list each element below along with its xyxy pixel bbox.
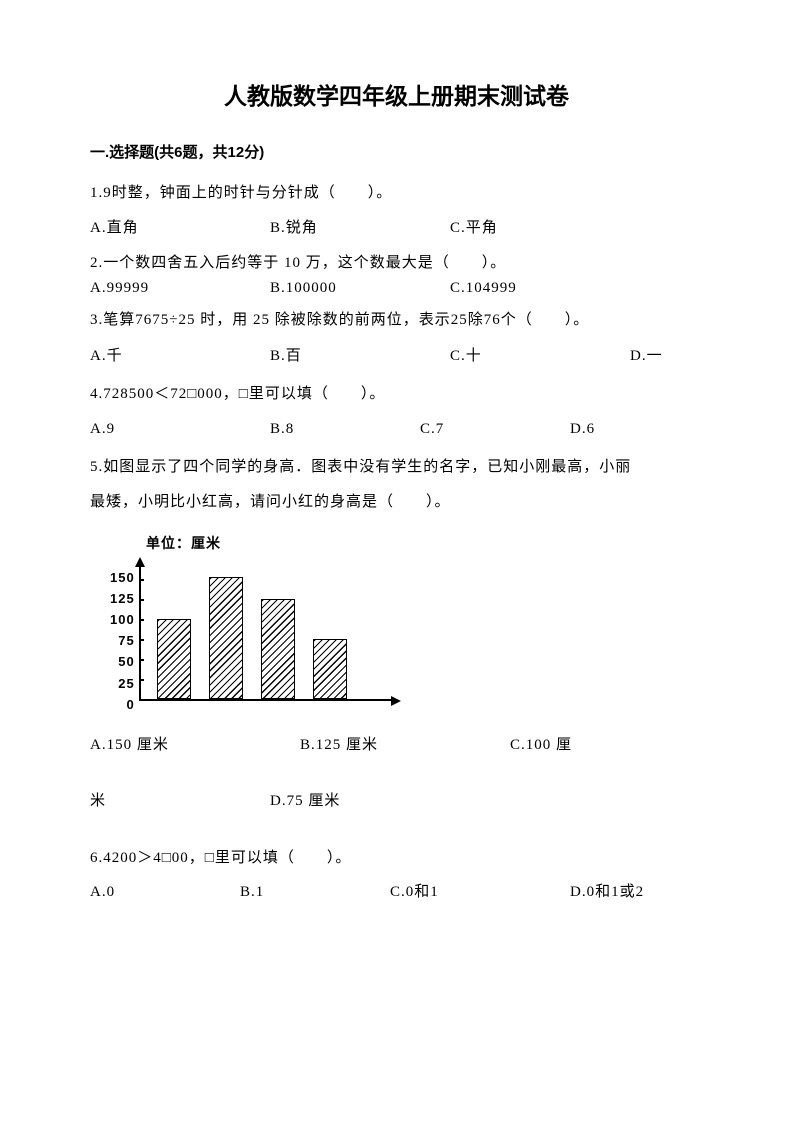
ytick-100: 100: [110, 613, 135, 626]
x-axis-line: [139, 699, 391, 701]
q4-option-d: D.6: [570, 415, 595, 444]
question-6-options: A.0 B.1 C.0和1 D.0和1或2: [90, 878, 703, 907]
tick: [139, 639, 144, 641]
q4-option-b: B.8: [270, 415, 420, 444]
q4-option-c: C.7: [420, 415, 570, 444]
q6-option-b: B.1: [240, 878, 390, 907]
bars-group: [157, 577, 347, 699]
bar-3: [261, 599, 295, 699]
ytick-50: 50: [118, 655, 134, 668]
ytick-25: 25: [118, 677, 134, 690]
q2-option-a: A.99999: [90, 277, 270, 300]
bar-2: [209, 577, 243, 699]
tick: [139, 599, 144, 601]
q6-option-a: A.0: [90, 878, 240, 907]
tick: [139, 679, 144, 681]
question-2-options: A.99999 B.100000 C.104999: [90, 277, 703, 300]
question-4-options: A.9 B.8 C.7 D.6: [90, 415, 703, 444]
question-4: 4.728500＜72□000，□里可以填（ ）。 A.9 B.8 C.7 D.…: [90, 380, 703, 443]
question-3: 3.笔算7675÷25 时，用 25 除被除数的前两位，表示25除76个（ ）。…: [90, 309, 703, 370]
question-2-text: 2.一个数四舍五入后约等于 10 万，这个数最大是（ ）。: [90, 252, 703, 275]
q2-option-c: C.104999: [450, 277, 517, 300]
question-6-text: 6.4200＞4□00，□里可以填（ ）。: [90, 844, 703, 873]
question-5-text-line1: 5.如图显示了四个同学的身高．图表中没有学生的名字，已知小刚最高，小丽: [90, 453, 703, 482]
y-axis-arrow-icon: [135, 557, 145, 567]
q3-option-c: C.十: [450, 342, 630, 371]
q6-option-c: C.0和1: [390, 878, 570, 907]
question-5-text-line2: 最矮，小明比小红高，请问小红的身高是（ ）。: [90, 488, 703, 517]
q2-option-b: B.100000: [270, 277, 450, 300]
q5-option-b: B.125 厘米: [300, 731, 510, 760]
tick: [139, 579, 144, 581]
question-3-text: 3.笔算7675÷25 时，用 25 除被除数的前两位，表示25除76个（ ）。: [90, 309, 703, 332]
y-axis-labels: 150 125 100 75 50 25 0: [110, 571, 139, 711]
q5-option-a: A.150 厘米: [90, 731, 300, 760]
chart-unit-label: 单位：厘米: [146, 530, 430, 557]
tick: [139, 659, 144, 661]
q1-option-b: B.锐角: [270, 214, 450, 243]
question-1-options: A.直角 B.锐角 C.平角: [90, 214, 703, 243]
question-5: 5.如图显示了四个同学的身高．图表中没有学生的名字，已知小刚最高，小丽 最矮，小…: [90, 453, 703, 816]
bar-1: [157, 619, 191, 699]
height-bar-chart: 单位：厘米 150 125 100 75 50 25 0: [110, 530, 430, 713]
question-5-options-line1: A.150 厘米 B.125 厘米 C.100 厘: [90, 731, 703, 760]
bar-4: [313, 639, 347, 699]
q3-option-b: B.百: [270, 342, 450, 371]
ytick-150: 150: [110, 571, 135, 584]
q3-option-d: D.一: [630, 342, 663, 371]
ytick-125: 125: [110, 592, 135, 605]
question-1-text: 1.9时整，钟面上的时针与分针成（ ）。: [90, 179, 703, 208]
ytick-0: 0: [126, 698, 134, 711]
section-header: 一.选择题(共6题，共12分): [90, 139, 703, 168]
q5-option-c-part1: C.100 厘: [510, 731, 572, 760]
x-axis-arrow-icon: [391, 696, 401, 706]
q5-option-d: D.75 厘米: [270, 787, 340, 816]
question-1: 1.9时整，钟面上的时针与分针成（ ）。 A.直角 B.锐角 C.平角: [90, 179, 703, 242]
y-axis-line: [139, 559, 141, 701]
tick: [139, 619, 144, 621]
q6-option-d: D.0和1或2: [570, 878, 644, 907]
question-3-options: A.千 B.百 C.十 D.一: [90, 342, 703, 371]
q3-option-a: A.千: [90, 342, 270, 371]
question-5-options-line2: 米 D.75 厘米: [90, 787, 703, 816]
q4-option-a: A.9: [90, 415, 270, 444]
q1-option-c: C.平角: [450, 214, 498, 243]
ytick-75: 75: [118, 634, 134, 647]
chart-plot-area: [139, 559, 399, 713]
q1-option-a: A.直角: [90, 214, 270, 243]
question-2: 2.一个数四舍五入后约等于 10 万，这个数最大是（ ）。 A.99999 B.…: [90, 252, 703, 299]
question-4-text: 4.728500＜72□000，□里可以填（ ）。: [90, 380, 703, 409]
q5-option-c-part2: 米: [90, 787, 270, 816]
exam-title: 人教版数学四年级上册期末测试卷: [90, 75, 703, 119]
question-6: 6.4200＞4□00，□里可以填（ ）。 A.0 B.1 C.0和1 D.0和…: [90, 844, 703, 907]
